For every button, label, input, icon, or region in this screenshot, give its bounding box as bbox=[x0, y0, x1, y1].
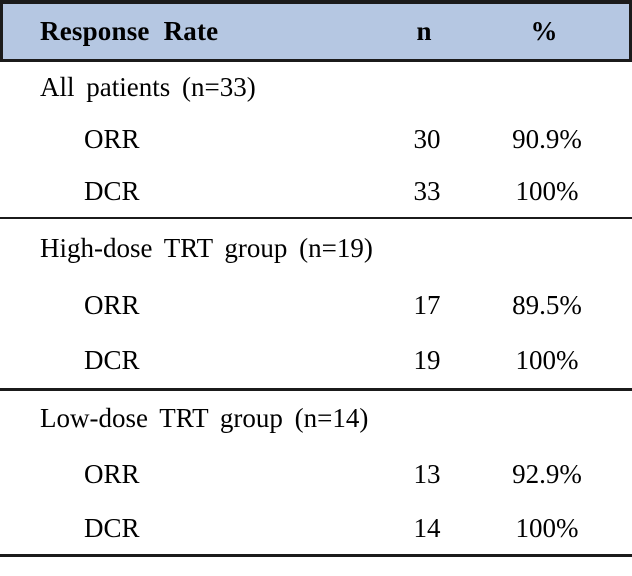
group-label: All patients (n=33) bbox=[40, 72, 256, 102]
cell-percent-value: 90.9% bbox=[512, 123, 582, 154]
cell-n-value: 13 bbox=[413, 458, 441, 489]
group-header-row: Low-dose TRT group (n=14) bbox=[0, 391, 632, 446]
row-label-orr: ORR bbox=[84, 289, 140, 320]
table-row: ORR 30 90.9% bbox=[0, 113, 632, 165]
row-label-dcr: DCR bbox=[84, 175, 140, 206]
cell-percent-value: 89.5% bbox=[512, 289, 582, 320]
section-high-dose: High-dose TRT group (n=19) ORR 17 89.5% … bbox=[0, 219, 632, 391]
section-all-patients: All patients (n=33) ORR 30 90.9% DCR 33 … bbox=[0, 62, 632, 219]
table-row: DCR 33 100% bbox=[0, 165, 632, 217]
cell-percent-value: 100% bbox=[515, 345, 579, 375]
row-label-dcr: DCR bbox=[84, 512, 140, 543]
table-row: ORR 17 89.5% bbox=[0, 277, 632, 333]
cell-n-value: 17 bbox=[413, 289, 441, 320]
cell-percent-value: 100% bbox=[515, 175, 579, 206]
cell-n-value: 30 bbox=[413, 123, 441, 154]
row-label-orr: ORR bbox=[84, 123, 140, 154]
row-label-orr: ORR bbox=[84, 458, 140, 489]
group-header-row: All patients (n=33) bbox=[0, 62, 632, 113]
cell-n-value: 19 bbox=[413, 345, 441, 375]
cell-n-value: 14 bbox=[413, 512, 441, 543]
column-header-n: n bbox=[416, 16, 432, 46]
section-low-dose: Low-dose TRT group (n=14) ORR 13 92.9% D… bbox=[0, 391, 632, 557]
response-rate-table: Response Rate n % All patients (n=33) OR… bbox=[0, 0, 632, 557]
group-label: Low-dose TRT group (n=14) bbox=[40, 403, 369, 433]
cell-n-value: 33 bbox=[413, 175, 441, 206]
table-row: DCR 14 100% bbox=[0, 502, 632, 554]
column-header-percent: % bbox=[530, 16, 558, 46]
cell-percent-value: 100% bbox=[515, 512, 579, 543]
cell-percent-value: 92.9% bbox=[512, 458, 582, 489]
row-label-dcr: DCR bbox=[84, 345, 140, 375]
group-header-row: High-dose TRT group (n=19) bbox=[0, 219, 632, 277]
table-header-row: Response Rate n % bbox=[0, 0, 632, 62]
table-row: ORR 13 92.9% bbox=[0, 446, 632, 502]
table-row: DCR 19 100% bbox=[0, 333, 632, 388]
group-label: High-dose TRT group (n=19) bbox=[40, 232, 373, 263]
table-title: Response Rate bbox=[40, 16, 219, 46]
